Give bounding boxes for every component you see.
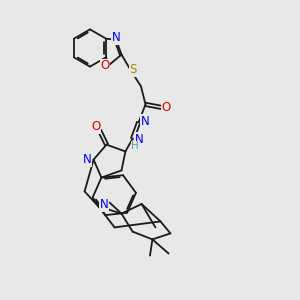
Text: O: O [100, 59, 109, 73]
Text: N: N [82, 153, 91, 166]
Text: N: N [135, 133, 144, 146]
Text: O: O [162, 101, 171, 114]
Text: H: H [131, 141, 139, 151]
Text: N: N [141, 115, 150, 128]
Text: S: S [130, 63, 137, 76]
Text: N: N [112, 31, 121, 44]
Text: O: O [92, 120, 100, 134]
Text: N: N [99, 198, 108, 212]
